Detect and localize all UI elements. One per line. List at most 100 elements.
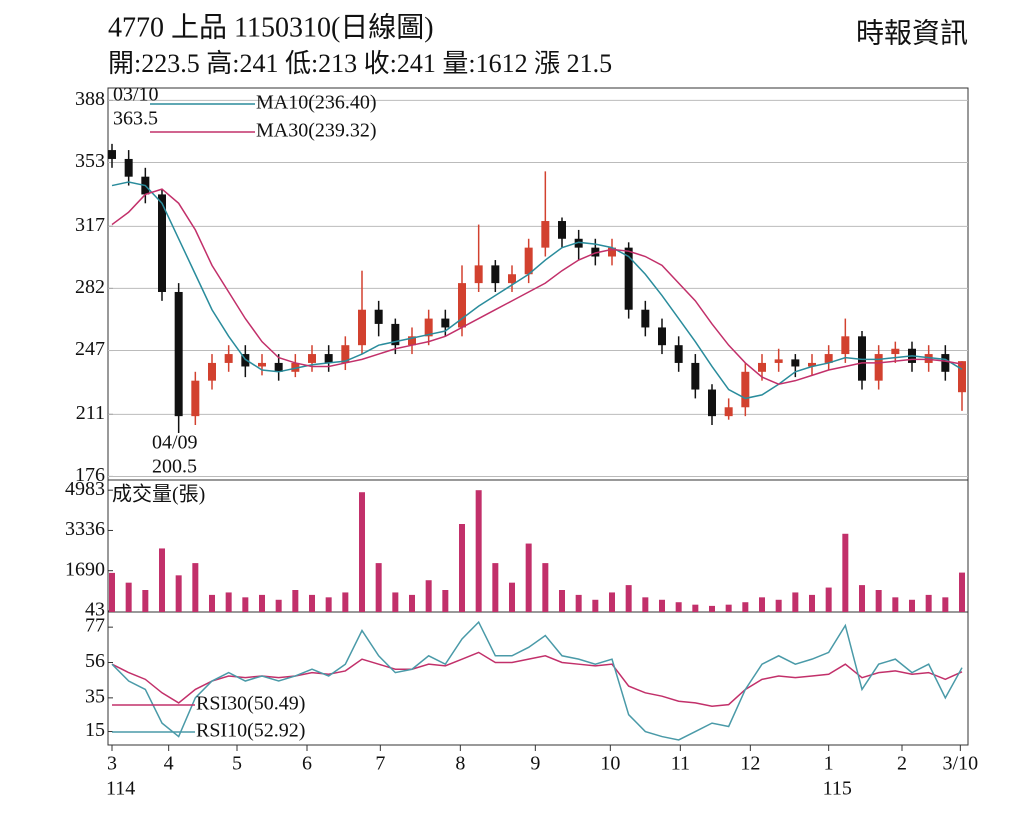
- x-tick-label: 9: [530, 753, 540, 775]
- y-tick-label: 388: [75, 88, 105, 110]
- y-tick-label: 77: [85, 615, 105, 637]
- volume-bar: [642, 597, 649, 612]
- volume-bar: [775, 599, 782, 612]
- year-label: 115: [823, 778, 852, 800]
- title: 4770 上品 1150310(日線圖): [108, 11, 434, 43]
- volume-bar: [425, 580, 432, 612]
- annotation: 03/10: [113, 84, 159, 106]
- candle-body: [591, 247, 600, 257]
- candle-body: [391, 323, 400, 346]
- volume-bar: [259, 594, 265, 612]
- x-tick-label: 5: [232, 753, 242, 775]
- volume-bar: [725, 604, 732, 612]
- candle-body: [774, 359, 783, 363]
- legend-label: RSI10(52.92): [196, 720, 305, 742]
- candle-body: [524, 247, 533, 275]
- x-tick-label: 10: [600, 753, 620, 775]
- candle-body: [358, 309, 366, 346]
- candle-body: [891, 348, 900, 355]
- panel-title: 成交量(張): [112, 483, 205, 506]
- volume-bar: [159, 548, 165, 612]
- frame: [107, 87, 969, 746]
- candle-body: [224, 354, 233, 363]
- volume-bar: [442, 590, 449, 612]
- line-series: [111, 620, 963, 741]
- candle-body: [324, 354, 333, 363]
- candle-body: [158, 194, 166, 292]
- candle-body: [708, 389, 716, 417]
- volume-bar: [892, 597, 899, 612]
- x-tick-label: 7: [375, 753, 385, 775]
- candle-body: [824, 354, 833, 363]
- candle-body: [874, 354, 883, 381]
- candle-body: [108, 150, 116, 159]
- candle-body: [858, 336, 866, 381]
- candle-body: [724, 407, 733, 417]
- x-tick-label: 6: [302, 753, 312, 775]
- year-label: 114: [106, 778, 135, 800]
- volume-bar: [959, 572, 965, 612]
- volume-bar: [375, 563, 382, 612]
- y-tick-label: 353: [75, 150, 105, 172]
- candle-body: [274, 362, 283, 372]
- candle-body: [408, 336, 416, 346]
- legend-label: MA10(236.40): [256, 92, 377, 114]
- quote: 開:223.5 高:241 低:213 收:241 量:1612 漲 21.5: [108, 49, 612, 78]
- volume-bar: [659, 599, 665, 612]
- y-tick-label: 1690: [65, 558, 105, 580]
- candle-body: [174, 291, 183, 417]
- volume-bar: [142, 590, 149, 612]
- candle-body: [491, 265, 500, 284]
- y-tick-label: 317: [75, 214, 105, 236]
- candle-body: [608, 247, 616, 257]
- y-tick-label: 247: [75, 338, 105, 360]
- candle-body: [424, 318, 433, 337]
- volume-bar: [542, 563, 549, 612]
- candle-body: [741, 371, 750, 408]
- candle-body: [208, 362, 216, 381]
- candle-body: [508, 274, 516, 284]
- volume-bar: [942, 597, 949, 612]
- candle-body: [958, 361, 966, 393]
- volume-bar: [875, 590, 882, 612]
- volume-bar: [175, 575, 182, 612]
- volume-bar: [675, 602, 682, 612]
- volume-bar: [342, 592, 349, 612]
- candle-body: [124, 158, 133, 177]
- candle-body: [441, 318, 450, 328]
- candle-body: [924, 354, 933, 363]
- volume-bar: [625, 585, 632, 612]
- volume-bar: [592, 599, 599, 612]
- line-series: [111, 188, 963, 385]
- volume-bar: [409, 594, 415, 612]
- volume-bar: [792, 592, 799, 612]
- volume-bar: [242, 597, 249, 612]
- candle-body: [758, 362, 766, 372]
- y-tick-label: 4983: [65, 478, 105, 500]
- x-tick-label: 1: [824, 753, 834, 775]
- y-tick-label: 56: [85, 650, 105, 672]
- candle-body: [658, 327, 666, 346]
- candle-body: [841, 336, 850, 355]
- volume-bar: [509, 582, 515, 612]
- volume-bar: [325, 597, 332, 612]
- y-tick-label: 211: [76, 402, 105, 424]
- y-tick-label: 35: [85, 685, 105, 707]
- x-tick-label: 3/10: [943, 753, 979, 775]
- volume-bar: [825, 587, 832, 612]
- annotation: 04/09: [152, 432, 198, 454]
- candle-body: [458, 283, 466, 328]
- candle-body: [341, 345, 350, 363]
- candle-body: [574, 238, 583, 248]
- annotation: 363.5: [113, 108, 158, 130]
- x-tick-label: 2: [897, 753, 907, 775]
- line-series: [111, 651, 963, 708]
- x-tick-label: 12: [740, 753, 760, 775]
- candle-body: [558, 221, 566, 239]
- volume-bar: [109, 572, 115, 612]
- candle-body: [691, 362, 700, 390]
- source: 時報資訊: [856, 17, 968, 49]
- x-tick-label: 4: [164, 753, 174, 775]
- candle-body: [791, 359, 800, 367]
- volume-bar: [692, 604, 699, 612]
